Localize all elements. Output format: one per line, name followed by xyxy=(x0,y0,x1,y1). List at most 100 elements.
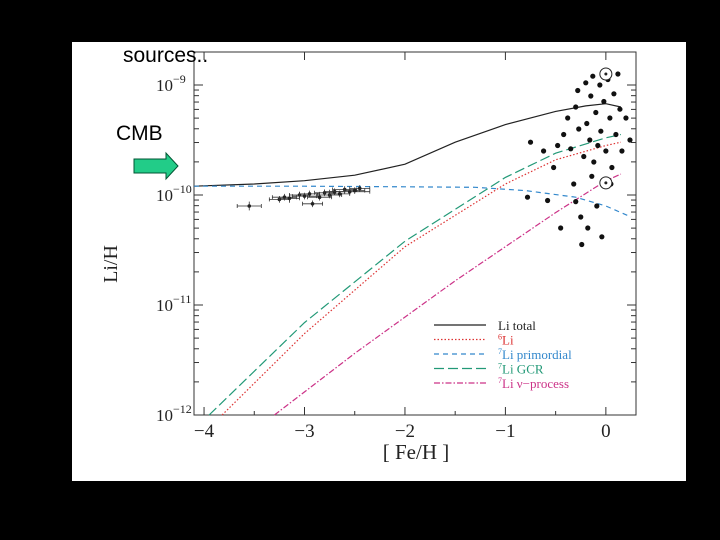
halo-star-marker xyxy=(302,194,307,198)
disk-star-point xyxy=(571,181,577,187)
disk-star-point xyxy=(595,142,601,149)
disk-star-point xyxy=(545,197,551,204)
legend-entry: 6Li xyxy=(434,333,514,348)
legend-label-sup: 6 xyxy=(498,333,502,342)
legend-label: Li total xyxy=(498,318,536,333)
y-tick-label: 10−11 xyxy=(156,292,191,315)
sun-symbol xyxy=(599,176,613,190)
legend-label: 7Li ν−process xyxy=(498,376,569,391)
disk-star-point xyxy=(587,137,593,143)
legend-label: 6Li xyxy=(498,333,514,348)
halo-star-marker xyxy=(287,196,292,201)
y-tick-base: 10 xyxy=(156,296,173,315)
disk-star-point xyxy=(579,241,585,248)
disk-star-point xyxy=(588,93,594,99)
y-tick-base: 10 xyxy=(156,186,173,205)
legend-entry: Li total xyxy=(434,318,536,333)
y-tick-label: 10−12 xyxy=(156,402,192,425)
x-tick-label: −4 xyxy=(194,421,215,442)
disk-star-point xyxy=(594,203,600,209)
disk-star-point xyxy=(578,214,584,220)
legend-entry: 7Li ν−process xyxy=(434,376,569,391)
disk-star-point xyxy=(599,234,605,240)
halo-star-point xyxy=(349,185,371,192)
halo-star-marker xyxy=(352,188,357,193)
legend-label-text: Li xyxy=(502,333,514,348)
series-line xyxy=(194,185,632,218)
y-tick-base: 10 xyxy=(156,76,173,95)
disk-star-point xyxy=(613,131,619,138)
disk-star-point xyxy=(573,104,579,110)
sun-dot xyxy=(604,181,608,185)
disk-star-point xyxy=(591,159,597,165)
disk-star-point xyxy=(558,225,564,231)
x-tick-label: −1 xyxy=(495,421,515,442)
series-line xyxy=(208,133,622,416)
disk-star-point xyxy=(601,98,607,105)
sun-symbols-group xyxy=(599,67,613,190)
disk-star-point xyxy=(527,139,534,145)
disk-star-point xyxy=(565,115,571,121)
x-tick-label: −3 xyxy=(294,421,314,442)
halo-star-marker xyxy=(337,192,342,196)
disk-star-point xyxy=(627,137,633,143)
disk-star-point xyxy=(584,120,590,127)
tick-marks xyxy=(194,52,636,416)
disk-star-point xyxy=(568,146,574,152)
series-line xyxy=(193,103,622,187)
disk-star-point xyxy=(617,106,623,112)
disk-star-point xyxy=(615,71,621,77)
disk-star-point xyxy=(609,164,615,171)
halo-star-marker xyxy=(247,204,252,208)
sun-dot xyxy=(604,72,608,76)
disk-star-point xyxy=(573,199,579,205)
y-tick-exponent: −10 xyxy=(173,182,192,196)
series-line xyxy=(221,141,622,416)
y-tick-label: 10−10 xyxy=(156,182,192,205)
disk-star-point xyxy=(585,225,591,231)
y-tick-exponent: −9 xyxy=(173,72,186,86)
y-axis-label: Li/H xyxy=(100,245,122,283)
halo-stars-group xyxy=(236,185,371,211)
halo-star-marker xyxy=(317,195,322,199)
y-tick-exponent: −11 xyxy=(173,292,191,306)
cmb-arrow xyxy=(133,151,179,181)
disk-star-point xyxy=(597,82,603,88)
y-tick-base: 10 xyxy=(156,406,173,425)
x-tick-label: 0 xyxy=(601,421,611,442)
legend-label: 7Li GCR xyxy=(498,362,544,377)
disk-star-point xyxy=(581,153,587,160)
legend-label-sup: 7 xyxy=(498,347,502,356)
y-tick-exponent: −12 xyxy=(173,402,192,416)
disk-star-point xyxy=(551,164,557,171)
disk-star-point xyxy=(619,148,625,154)
disk-star-point xyxy=(583,80,589,86)
legend-label-sup: 7 xyxy=(498,376,502,385)
legend-entry: 7Li GCR xyxy=(434,362,544,377)
halo-star-point xyxy=(299,190,320,198)
legend-label-text: Li total xyxy=(498,318,536,333)
y-tick-label: 10−9 xyxy=(156,72,186,95)
disk-star-point xyxy=(555,142,561,149)
halo-star-marker xyxy=(307,192,312,196)
halo-star-marker xyxy=(357,186,362,191)
disk-star-point xyxy=(590,73,596,79)
halo-star-point xyxy=(236,201,262,211)
disk-star-point xyxy=(589,173,595,179)
disk-star-point xyxy=(575,87,581,94)
disk-star-point xyxy=(607,115,613,121)
x-axis-label: [ Fe/H ] xyxy=(383,440,450,464)
chart-figure: −4 −3 −2 −1 0 10−9 10−10 10−11 10−12 [ Fe/H ] Li… xyxy=(72,42,686,481)
annotation-cmb: CMB xyxy=(116,122,163,145)
legend-entry: 7Li primordial xyxy=(434,347,572,362)
x-tick-label: −2 xyxy=(395,421,415,442)
disk-star-point xyxy=(623,115,629,121)
halo-star-marker xyxy=(310,202,315,206)
sun-symbol xyxy=(599,67,613,81)
disk-star-point xyxy=(524,194,531,200)
annotation-sources: sources.. xyxy=(123,44,209,67)
disk-star-point xyxy=(593,109,599,116)
